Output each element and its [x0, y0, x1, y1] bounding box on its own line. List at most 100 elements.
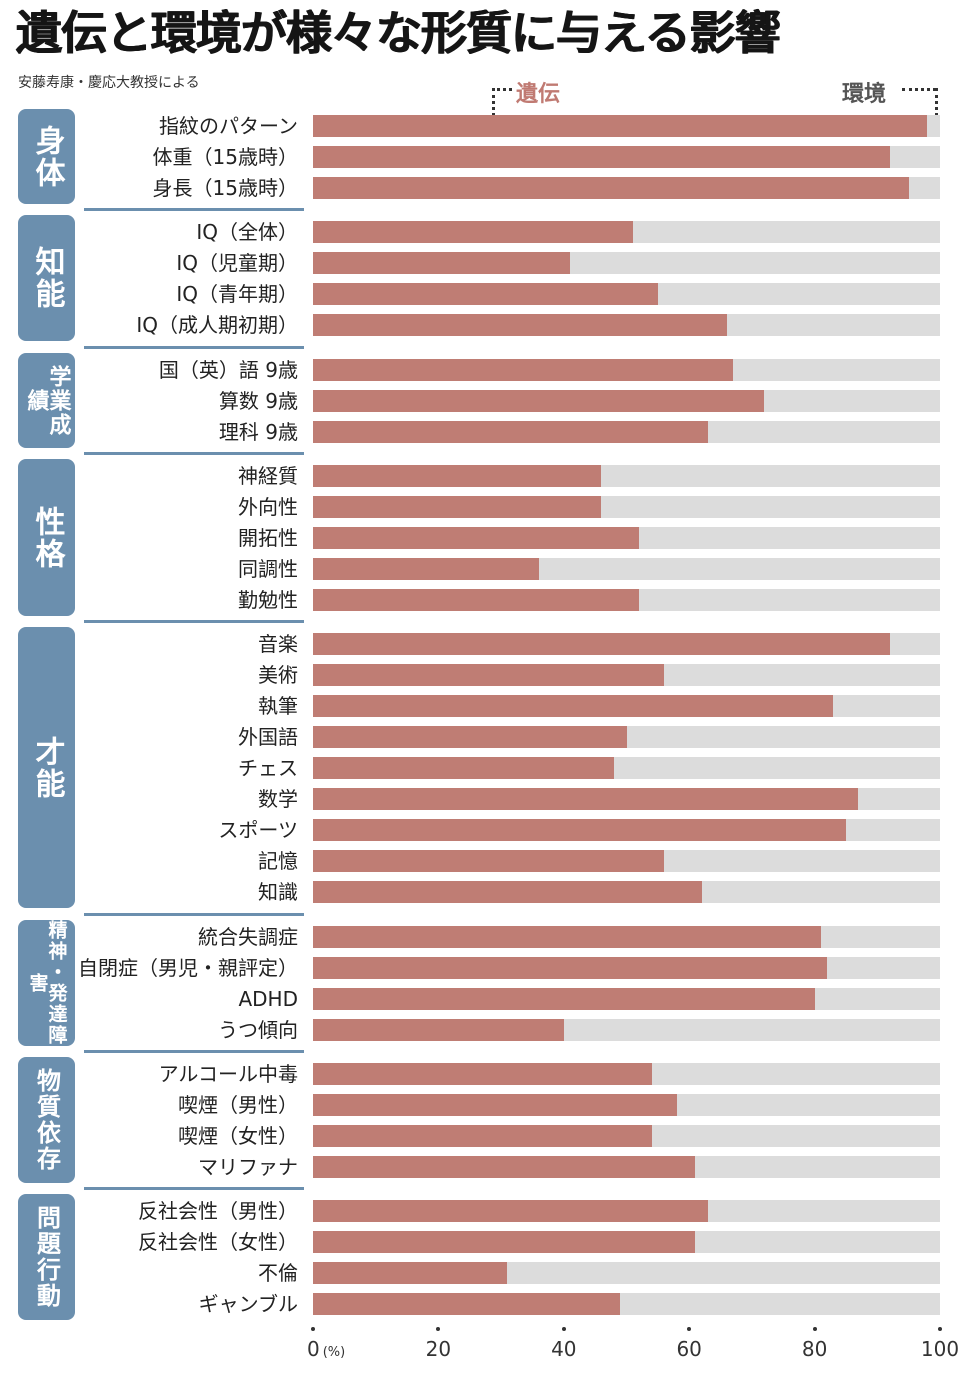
row-label: 理科 9歳	[218, 420, 298, 444]
group-tab: 物質依存	[18, 1057, 75, 1183]
row-label: 神経質	[238, 464, 298, 488]
axis-tick-label: 0 (%)	[307, 1337, 346, 1361]
row-label: 外向性	[238, 495, 298, 519]
row-label: 外国語	[238, 725, 298, 749]
row-label: 同調性	[238, 557, 298, 581]
bar-gene	[313, 252, 571, 274]
bar-environment	[313, 146, 940, 168]
bar-environment	[313, 496, 940, 518]
bar-gene	[313, 314, 727, 336]
bar-gene	[313, 664, 665, 686]
group-name: 性格	[29, 505, 65, 570]
bar-gene	[313, 757, 614, 779]
bar-environment	[313, 1200, 940, 1222]
row-label: チェス	[238, 756, 298, 780]
bar-environment	[313, 788, 940, 810]
row-label: スポーツ	[218, 818, 298, 842]
bar-environment	[313, 1293, 940, 1315]
bar-gene	[313, 957, 828, 979]
row-label: IQ（青年期）	[176, 282, 298, 306]
axis-tick-label: 20	[425, 1337, 452, 1361]
group-name: 学業成績	[23, 364, 71, 437]
bar-environment	[313, 1156, 940, 1178]
bar-gene	[313, 390, 765, 412]
row-label: 音楽	[258, 632, 298, 656]
bar-environment	[313, 465, 940, 487]
bar-gene	[313, 146, 890, 168]
bar-gene	[313, 1262, 508, 1284]
bar-gene	[313, 1063, 652, 1085]
bar-environment	[313, 589, 940, 611]
bar-environment	[313, 926, 940, 948]
bar-environment	[313, 988, 940, 1010]
group-divider	[84, 1050, 304, 1053]
bar-gene	[313, 527, 640, 549]
bar-gene	[313, 421, 708, 443]
row-label: 開拓性	[238, 526, 298, 550]
bar-gene	[313, 819, 846, 841]
row-label: 指紋のパターン	[159, 114, 298, 138]
group-divider	[84, 620, 304, 623]
bar-gene	[313, 1231, 696, 1253]
row-label: 執筆	[258, 694, 298, 718]
bar-gene	[313, 633, 890, 655]
bar-environment	[313, 1094, 940, 1116]
bar-environment	[313, 527, 940, 549]
row-label: 反社会性（女性）	[138, 1230, 298, 1254]
axis-tick	[938, 1327, 942, 1331]
bar-gene	[313, 1125, 652, 1147]
group-name: 知能	[29, 246, 65, 310]
axis-tick-label: 60	[676, 1337, 702, 1361]
row-label: IQ（全体）	[196, 220, 298, 244]
axis-tick-label: 80	[801, 1337, 828, 1361]
group-name: 精神・発達障害	[26, 920, 68, 1046]
row-label: ADHD	[238, 987, 298, 1011]
row-label: 美術	[258, 663, 298, 687]
axis-tick	[687, 1327, 692, 1331]
bar-gene	[313, 589, 640, 611]
row-label: 身長（15歳時）	[152, 176, 298, 200]
bar-gene	[313, 788, 859, 810]
legend-environment-pointer	[902, 88, 936, 91]
bar-gene	[313, 115, 928, 137]
bar-environment	[313, 283, 940, 305]
group-name: 才能	[29, 735, 65, 800]
group-name: 身体	[29, 124, 65, 189]
bar-environment	[313, 1125, 940, 1147]
chart-title: 遺伝と環境が様々な形質に与える影響	[16, 6, 781, 60]
group-tab: 身体	[18, 109, 75, 204]
row-label: うつ傾向	[218, 1018, 298, 1042]
bar-environment	[313, 177, 940, 199]
row-label: ギャンブル	[198, 1292, 298, 1316]
bar-environment	[313, 221, 940, 243]
row-label: 体重（15歳時）	[152, 145, 298, 169]
bar-gene	[313, 1094, 677, 1116]
axis-tick-label: 100	[920, 1337, 960, 1361]
row-label: 反社会性（男性）	[138, 1199, 298, 1223]
row-label: IQ（児童期）	[176, 251, 298, 275]
bar-environment	[313, 1019, 940, 1041]
group-name: 問題行動	[32, 1205, 61, 1309]
bar-environment	[313, 115, 940, 137]
axis-tick-label: 40	[551, 1337, 577, 1361]
bar-gene	[313, 496, 602, 518]
row-label: 勤勉性	[238, 588, 298, 612]
legend-environment-pointer-line	[935, 88, 938, 128]
group-divider	[84, 452, 304, 455]
bar-environment	[313, 633, 940, 655]
group-divider	[84, 208, 304, 211]
bar-environment	[313, 390, 940, 412]
axis-tick	[436, 1327, 441, 1331]
legend-gene-label: 遺伝	[516, 82, 561, 107]
row-label: マリファナ	[198, 1155, 298, 1179]
row-label: アルコール中毒	[158, 1062, 298, 1086]
bar-gene	[313, 1200, 708, 1222]
bar-gene	[313, 359, 734, 381]
bar-gene	[313, 558, 539, 580]
group-divider	[84, 1187, 304, 1190]
group-tab: 学業成績	[18, 353, 75, 448]
legend-environment-label: 環境	[842, 82, 887, 107]
legend-gene-pointer	[492, 88, 512, 91]
bar-gene	[313, 1293, 621, 1315]
bar-environment	[313, 819, 940, 841]
